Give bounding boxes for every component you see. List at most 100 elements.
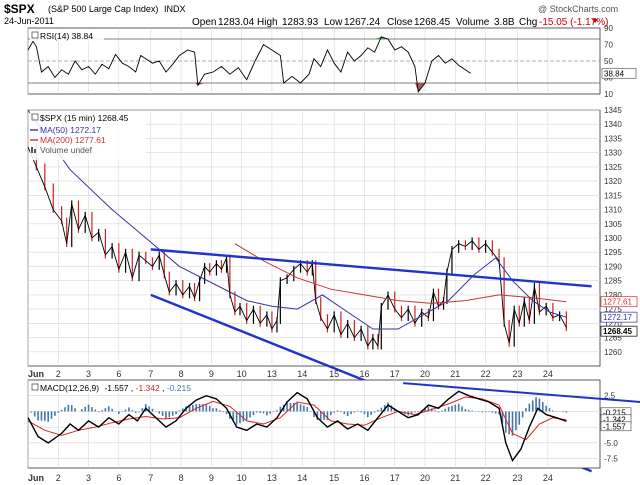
price-label: $SPX (15 min) 1268.45 [40,113,129,123]
price-tick-label: 1340 [604,120,622,129]
chg-label: Chg [519,17,537,28]
rsi-grid [27,28,600,94]
x-tick-label: Jun [28,369,44,379]
x-tick-label: 7 [148,369,153,379]
macd-tick-label: -5.0 [604,439,618,448]
x-tick-label: Jun [28,473,44,483]
x-axis-upper: Jun 2 3 6 7 8 9 10 13 14 15 16 17 20 21 22 23 24 [28,369,553,379]
x-tick-label: 17 [390,369,400,379]
price-tick-label: 1270 [604,319,622,328]
x-tick-label: 13 [267,369,277,379]
price-tick-label: 1295 [604,248,622,257]
rsi-label-backdrop [30,30,104,41]
rsi-ticks: 1030507090 [604,24,613,99]
chart-header: $SPX (S&P 500 Large Cap Index) INDX @ St… [4,2,618,28]
price-legend-entry: MA(200) 1277.61 [40,135,106,145]
open-label: Open [192,17,216,28]
x-tick-label: 24 [543,473,553,483]
macd-grid [27,380,600,468]
rsi-tick-label: 70 [604,41,613,50]
x-tick-label: 9 [209,369,214,379]
price-legend-entry: Volume undef [40,145,93,155]
chg-down-arrow-icon [592,19,598,23]
macd-last-value: -1.342 [603,415,626,424]
x-tick-label: 24 [543,369,553,379]
rsi-extreme-fill [194,83,205,86]
price-close-line [27,146,567,348]
price-tick-label: 1275 [604,305,622,314]
price-tick-label: 1330 [604,149,622,158]
x-tick-label: 6 [116,473,121,483]
macd-label-prefix: MACD(12,26,9) [40,383,99,393]
x-tick-label: 10 [237,473,247,483]
x-tick-label: 3 [86,369,91,379]
chg-value: -15.05 (-1.17%) [539,17,608,28]
price-tick-label: 1335 [604,134,622,143]
rsi-label: RSI(14) 38.84 [40,31,93,41]
ma200-line [234,243,567,304]
price-legend-swatch-icon [31,113,39,121]
price-trendline [150,248,592,288]
x-tick-label: 16 [359,473,369,483]
x-tick-label: 23 [513,369,523,379]
watermark: @ StockCharts.com [538,4,618,14]
high-value: 1283.93 [282,17,319,28]
rsi-tick-label: 10 [604,90,613,99]
price-tick-label: 1305 [604,220,622,229]
macd-tick-label: -7.5 [604,455,618,464]
rsi-tick-label: 50 [604,57,613,66]
date-text: 24-Jun-2011 [4,16,54,26]
open-value: 1283.04 [218,17,255,28]
x-tick-label: 22 [481,473,491,483]
x-tick-label: 21 [450,473,460,483]
macd-line [27,390,567,462]
x-tick-label: 21 [450,369,460,379]
index-name: (S&P 500 Large Cap Index) [48,4,158,14]
high-label: High [257,17,278,28]
macd-label: MACD(12,26,9) -1.557 , -1.342 , -0.215 [40,383,191,393]
x-tick-label: 6 [116,369,121,379]
rsi-tick-label: 90 [604,24,613,33]
x-tick-label: 10 [237,369,247,379]
volume-value: 3.8B [494,17,515,28]
x-tick-label: 3 [86,473,91,483]
price-last-value-box [600,325,638,337]
low-value: 1267.24 [344,17,381,28]
price-last-value: 1272.17 [603,313,632,322]
macd-signal-line [27,396,567,441]
symbol-text: $SPX [4,2,35,16]
x-tick-label: 7 [148,473,153,483]
price-tick-label: 1265 [604,334,622,343]
volume-bars-icon [31,147,33,153]
x-tick-label: 2 [56,369,61,379]
rsi-last-value: 38.84 [604,69,625,78]
macd-last-values: -0.215-1.342-1.557 [600,407,632,432]
x-axis-lower: Jun 2 3 6 7 8 9 10 13 14 15 16 17 20 21 22 23 24 [28,473,553,483]
rsi-series-line [27,36,471,93]
x-tick-label: 13 [267,473,277,483]
price-tick-label: 1325 [604,163,622,172]
price-panel: 1260 1265 1270 1275 1280 1285 1290 1295 1300 1305… [27,106,638,473]
rsi-panel: 1030507090 RSI(14) 38.84 38.84 [27,24,637,99]
price-last-values: 1277.61 1272.17 1268.45 [600,296,638,337]
price-last-value: 1268.45 [603,327,632,336]
x-tick-label: 20 [420,369,430,379]
price-tick-label: 1345 [604,106,622,115]
macd-last-value-box [600,421,632,432]
x-tick-label: 14 [297,369,307,379]
macd-label-signal: -1.342 [136,383,160,393]
exchange-text: INDX [164,4,186,14]
x-tick-label: 14 [297,473,307,483]
close-value: 1268.45 [414,17,451,28]
macd-panel-frame [27,379,601,469]
macd-label-backdrop [30,382,215,393]
price-last-value-box [600,311,638,323]
x-tick-label: 8 [179,473,184,483]
x-tick-label: 22 [481,369,491,379]
macd-last-value: -0.215 [603,408,626,417]
rsi-last-value-box [601,67,637,79]
price-tick-label: 1260 [604,348,622,357]
x-tick-label: 23 [513,473,523,483]
x-tick-label: 15 [329,369,339,379]
